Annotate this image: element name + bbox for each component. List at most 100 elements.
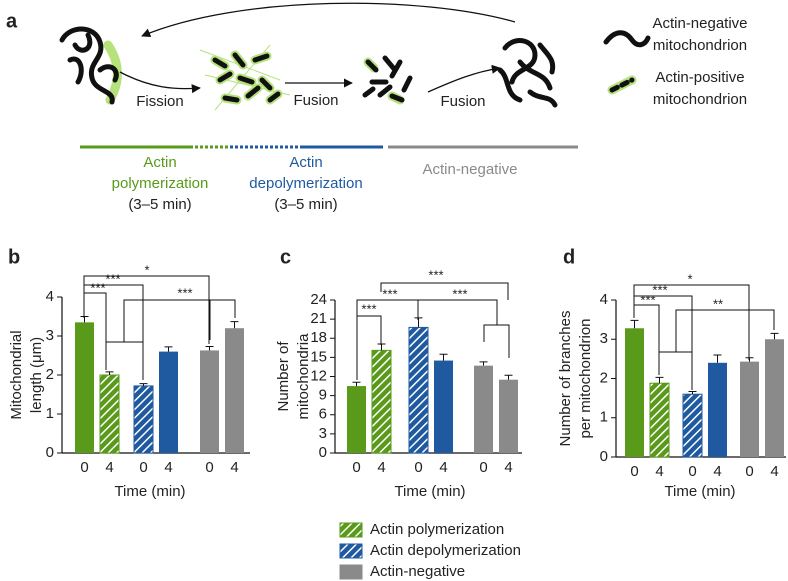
legend-text: Actin-negative [652, 15, 747, 32]
significance-bracket [83, 275, 210, 344]
x-tick-label: 0 [479, 459, 487, 476]
y-tick-label: 3 [600, 330, 608, 347]
x-tick-label: 0 [688, 463, 696, 480]
error-bar [105, 371, 114, 375]
bar [159, 351, 178, 453]
bar [625, 328, 644, 457]
y-tick-label: 1 [600, 409, 608, 426]
cycle-arrow [141, 2, 516, 38]
x-tick-label: 4 [439, 459, 447, 476]
legend-label: Actin polymerization [370, 521, 504, 538]
phase-label: Actin [143, 154, 176, 171]
significance-bracket [633, 304, 660, 375]
legend-negative-icon [603, 30, 651, 48]
network-1 [59, 26, 122, 105]
significance-bracket [658, 309, 775, 380]
phase-label: depolymerization [249, 175, 362, 192]
y-axis-label: Number of [275, 341, 292, 412]
bar [740, 361, 759, 457]
phases: Actin polymerization (3–5 min) Actin depolym… [80, 145, 578, 213]
error-bar [164, 346, 173, 352]
significance-label: *** [361, 301, 376, 316]
significance-label: *** [105, 271, 120, 286]
error-bar [713, 354, 722, 363]
y-tick-label: 3 [46, 327, 54, 344]
legend-text: mitochondrion [653, 37, 747, 54]
y-tick-label: 6 [319, 406, 327, 423]
bar [682, 393, 703, 458]
significance-label: ** [713, 296, 723, 311]
x-tick-label: 4 [504, 459, 512, 476]
panel-label: d [563, 246, 575, 268]
y-axis-label: Mitochondrial [8, 330, 25, 419]
x-tick-label: 4 [377, 459, 385, 476]
error-bar [770, 332, 779, 340]
step-arrow [427, 64, 501, 93]
bar [371, 349, 392, 454]
phase-label: polymerization [112, 175, 209, 192]
error-bar [352, 381, 361, 387]
network-4 [497, 38, 558, 108]
step-arrow [119, 71, 201, 94]
error-bar [504, 374, 513, 380]
significance-label: *** [652, 282, 667, 297]
bar [75, 322, 94, 453]
error-bar [655, 376, 664, 384]
legend-text: mitochondrion [653, 91, 747, 108]
error-bar [230, 321, 239, 329]
bar [499, 379, 518, 453]
significance-bracket [83, 292, 107, 370]
panel-label: a [6, 10, 18, 32]
bar [347, 386, 366, 453]
y-tick-label: 18 [310, 329, 327, 346]
bar [200, 350, 219, 453]
y-tick-label: 3 [319, 425, 327, 442]
phase-label: Actin [289, 154, 322, 171]
network-3 [362, 55, 413, 105]
x-tick-label: 0 [630, 463, 638, 480]
error-bar [439, 353, 448, 361]
significance-bracket [380, 282, 509, 300]
bar [99, 374, 120, 454]
step-label: Fission [136, 93, 184, 110]
y-tick-label: 2 [600, 369, 608, 386]
error-bar [205, 346, 214, 351]
y-tick-label: 2 [46, 366, 54, 383]
y-tick-label: 4 [600, 291, 608, 308]
y-tick-label: 12 [310, 367, 327, 384]
x-tick-label: 0 [139, 459, 147, 476]
significance-label: *** [452, 286, 467, 301]
x-tick-label: 0 [414, 459, 422, 476]
significance-label: *** [428, 267, 443, 282]
x-tick-label: 4 [713, 463, 721, 480]
x-tick-label: 4 [164, 459, 172, 476]
error-bar [630, 319, 639, 329]
network-2 [199, 44, 291, 111]
y-axis-label: mitochondria [295, 333, 312, 420]
bar [225, 328, 244, 453]
significance-bracket [633, 295, 693, 390]
significance-label: *** [177, 285, 192, 300]
significance-bracket [83, 284, 144, 380]
step-label: Fusion [293, 92, 338, 109]
y-tick-label: 21 [310, 310, 327, 327]
x-tick-label: 0 [745, 463, 753, 480]
error-bar [479, 361, 488, 366]
y-axis-label: Number of branches [557, 311, 574, 447]
legend-label: Actin-negative [370, 563, 465, 580]
bar [474, 365, 493, 453]
significance-bracket [105, 299, 236, 378]
y-tick-label: 4 [46, 288, 54, 305]
significance-bracket [417, 299, 510, 358]
x-tick-label: 4 [770, 463, 778, 480]
panel-label: c [280, 246, 291, 268]
significance-label: *** [382, 286, 397, 301]
y-tick-label: 0 [319, 444, 327, 461]
bar [649, 382, 670, 458]
bar [133, 385, 154, 454]
phase-label: (3–5 min) [274, 196, 337, 213]
x-axis-label: Time (min) [664, 483, 735, 500]
significance-bracket [356, 315, 382, 380]
